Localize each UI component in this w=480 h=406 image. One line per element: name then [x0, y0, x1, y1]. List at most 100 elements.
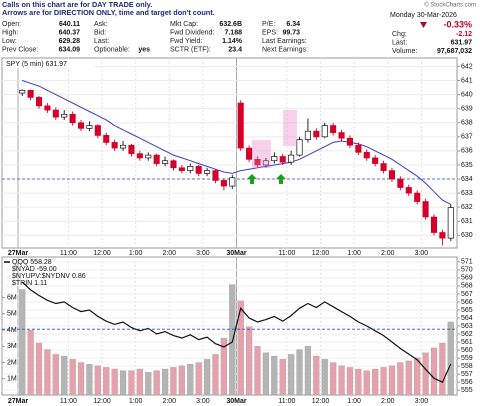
x-tick-label: 1:00 [129, 250, 143, 257]
field-value: 629.28 [59, 38, 81, 45]
y-tick-label: 4M [7, 327, 17, 334]
volume-bar [439, 342, 446, 396]
field-label: Low: [2, 38, 17, 45]
candle-body [52, 109, 59, 118]
price-line [21, 281, 452, 384]
y2-tick-label: 563 [461, 323, 473, 330]
volume-bar [296, 349, 303, 396]
candle-body [136, 153, 143, 159]
volume-bar [86, 364, 93, 396]
volume-bar [430, 347, 438, 396]
y-tick-label: 639 [461, 106, 473, 113]
volume-bar [203, 359, 211, 396]
x-tick-label: 1:00 [129, 398, 143, 405]
volume-bar [187, 364, 194, 396]
x-tick-label: 12:00 [312, 250, 330, 257]
candle-body [19, 90, 26, 94]
candle-body [195, 166, 202, 174]
y2-tick-label: 570 [461, 267, 473, 274]
y2-tick-label: 561 [461, 339, 473, 346]
field-value: 632.6B [219, 21, 242, 28]
y-tick-label: 1M [7, 376, 17, 383]
volume-bar [145, 372, 152, 396]
y2-tick-label: 564 [461, 315, 473, 322]
y-tick-label: 642 [461, 63, 473, 70]
x-tick-label: 3:00 [196, 250, 210, 257]
volume-bar [178, 365, 185, 396]
annotation: $NYUPV:$NYDNV 0.86 [12, 273, 86, 280]
candle-body [254, 158, 261, 166]
candle-body [178, 167, 185, 171]
volume-bar [19, 289, 26, 396]
y-tick-label: 3M [7, 343, 17, 350]
field-value: yes [138, 46, 150, 53]
y-tick-label: 5M [7, 311, 17, 318]
y2-tick-label: 566 [461, 299, 473, 306]
up-arrow [247, 174, 257, 184]
volume-bar [321, 359, 328, 396]
volume-bar [338, 365, 345, 396]
candle-body [355, 144, 362, 153]
field-value: 631.97 [451, 39, 473, 46]
candle-body [220, 180, 227, 187]
volume-bar [304, 346, 312, 396]
candle-body [27, 90, 34, 98]
y-tick-label: 640 [461, 91, 473, 98]
field-value: 634.09 [59, 46, 81, 53]
field-label: Prev Close: [2, 46, 38, 53]
candle-body [162, 160, 169, 164]
volume-bar [153, 370, 160, 396]
volume-bar [346, 367, 354, 396]
field-label: EPS: [262, 29, 278, 36]
candle-body [338, 132, 345, 139]
y-tick-label: 634 [461, 176, 473, 183]
up-arrow [276, 174, 286, 184]
candle-body [296, 139, 303, 156]
volume-bar [246, 326, 253, 396]
y2-tick-label: 559 [461, 355, 473, 362]
candle-body [372, 157, 379, 164]
field-value: 6.34 [286, 21, 300, 28]
candle-body [414, 192, 421, 202]
volume-bar [94, 365, 101, 396]
annotation: $NYAD -59.00 [12, 266, 57, 273]
candle-body [363, 151, 370, 159]
field-value: 97,687,032 [437, 48, 472, 55]
x-tick-label: 11:00 [60, 398, 77, 405]
candle-body [271, 156, 278, 162]
legend-label: QQQ 558.28 [12, 259, 52, 266]
candle-body [111, 142, 118, 149]
candle-body [262, 160, 269, 166]
x-tick-label: 11:00 [60, 250, 77, 257]
field-label: P/E: [262, 21, 275, 28]
candle-body [212, 170, 219, 181]
field-label: Bid: [94, 29, 106, 36]
volume-bar [77, 362, 85, 396]
y-tick-label: 635 [461, 162, 473, 169]
y-tick-label: 630 [461, 232, 473, 239]
volume-bar [136, 368, 143, 396]
volume-bar [44, 349, 51, 396]
volume-bar [355, 368, 362, 396]
volume-bar [237, 300, 244, 396]
y2-tick-label: 557 [461, 371, 473, 378]
candle-body [447, 207, 454, 239]
x-tick-label: 30Mar [226, 398, 247, 405]
candle-body [288, 154, 295, 163]
x-tick-label: 11:00 [278, 250, 295, 257]
candle-body [94, 125, 101, 136]
y2-tick-label: 569 [461, 275, 473, 282]
moving-average [22, 80, 452, 205]
volume-bar [422, 352, 429, 396]
y-tick-label: 6M [7, 294, 17, 301]
candle-body [279, 156, 286, 163]
y2-tick-label: 555 [461, 387, 473, 394]
highlight-box [252, 140, 271, 168]
volume-bar [414, 357, 421, 396]
candle-body [204, 170, 211, 174]
volume-bar [380, 367, 387, 396]
candle-body [422, 201, 429, 218]
y2-tick-label: 562 [461, 331, 473, 338]
y-tick-label: 636 [461, 148, 473, 155]
